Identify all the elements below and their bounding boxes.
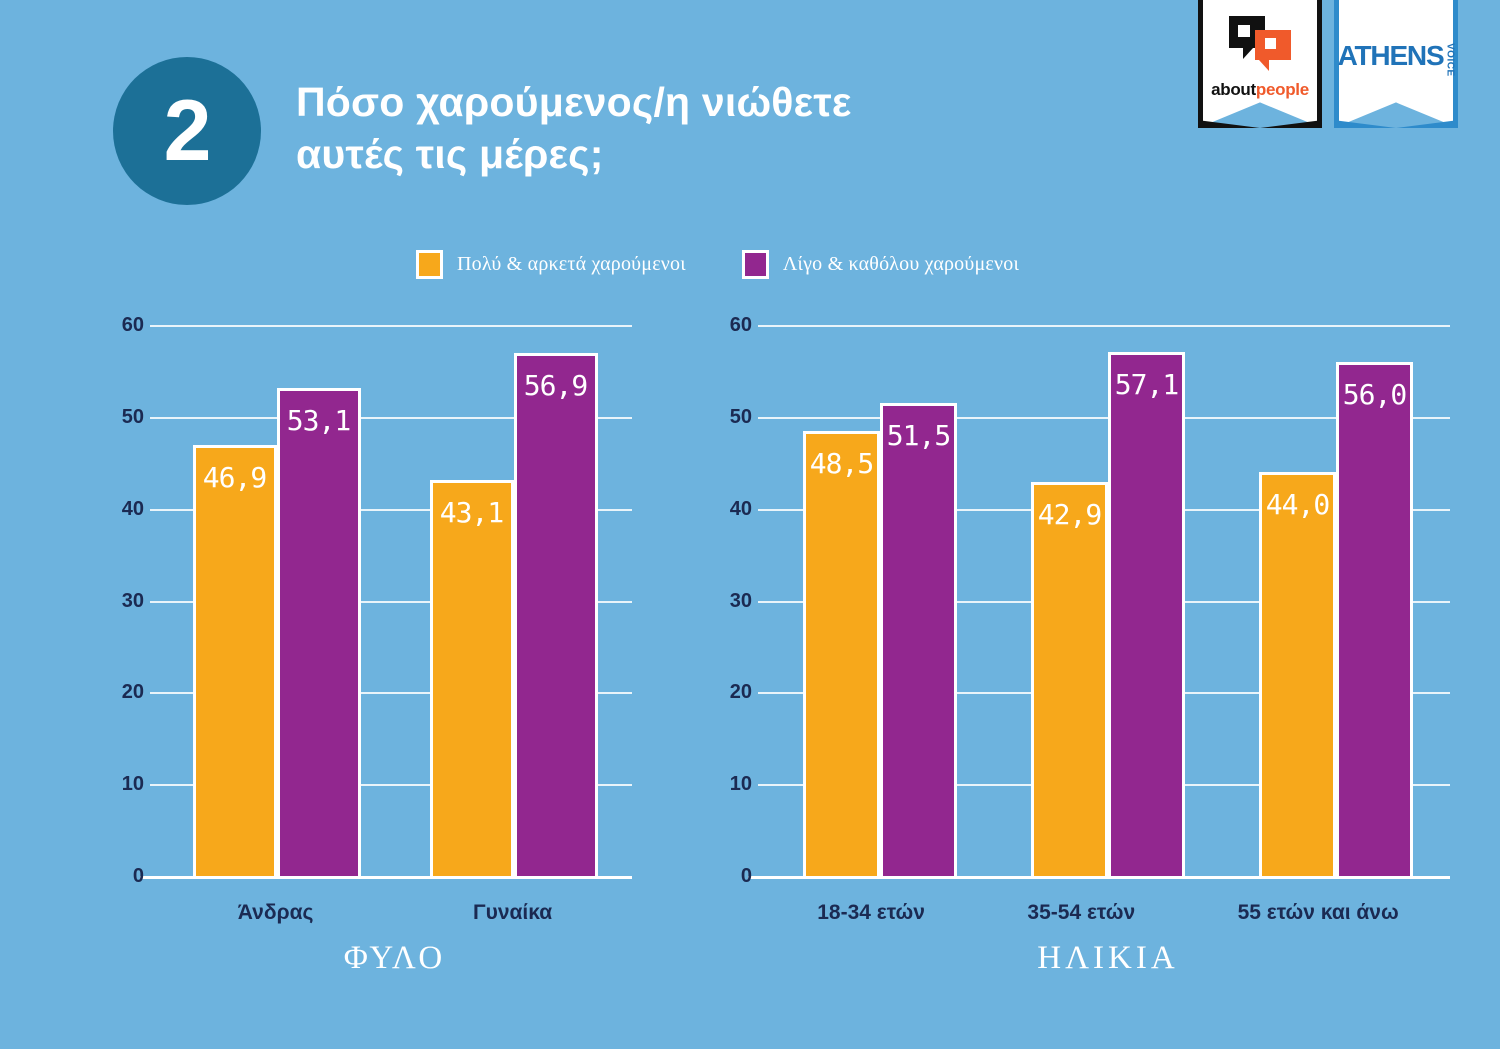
aboutpeople-wordmark: aboutpeople (1198, 80, 1322, 100)
question-number: 2 (163, 83, 212, 179)
bar: 56,0 (1336, 361, 1413, 876)
title-line-1: Πόσο χαρούμενος/η νιώθετε (296, 79, 852, 125)
bar: 56,9 (513, 353, 598, 876)
chart-caption-gender: ΦΥΛΟ (343, 940, 447, 976)
bar: 48,5 (803, 430, 880, 876)
bar-value-label: 44,0 (1265, 487, 1330, 521)
bar-group: 43,1 56,9 (429, 325, 598, 876)
speech-bubble-orange-tail (1259, 60, 1269, 71)
plot-area-age: 0 10 20 30 40 50 60 48,5 51,5 42,9 57,1 44,0 56,0 (720, 315, 1450, 886)
axis-baseline (748, 876, 1450, 879)
bar: 53,1 (276, 388, 361, 876)
y-axis-tick-label: 0 (132, 865, 144, 887)
legend-item-unhappy: Λίγο & καθόλου χαρούμενοι (741, 250, 1020, 279)
y-axis-tick-label: 10 (121, 773, 144, 796)
speech-bubble-black-hole (1238, 25, 1250, 37)
axis-baseline (140, 876, 632, 879)
gridline (150, 784, 632, 787)
chart-legend: Πολύ & αρκετά χαρούμενοι Λίγο & καθόλου … (416, 250, 1019, 279)
x-axis-label: 18-34 ετών (817, 901, 925, 924)
bar-value-label: 57,1 (1114, 367, 1179, 401)
logo-group: aboutpeople ATHENS VOICE (1198, 0, 1458, 128)
y-axis-tick-label: 20 (729, 681, 752, 704)
athensvoice-logo: ATHENS VOICE (1334, 0, 1458, 128)
gridline (150, 600, 632, 603)
ribbon-outline-left (1198, 0, 1203, 128)
y-axis-tick-label: 50 (121, 405, 144, 428)
bar-group: 46,9 53,1 (192, 325, 361, 876)
y-axis-tick-label: 60 (729, 314, 752, 336)
bar-group: 48,5 51,5 (803, 325, 957, 876)
question-number-badge: 2 (113, 57, 261, 205)
y-axis-tick-label: 40 (121, 497, 144, 520)
gridline (150, 692, 632, 695)
legend-label-unhappy: Λίγο & καθόλου χαρούμενοι (782, 253, 1020, 275)
bar-value-label: 46,9 (202, 461, 267, 495)
bar-value-label: 42,9 (1037, 498, 1102, 532)
speech-bubbles-icon (1229, 16, 1291, 71)
bar-value-label: 43,1 (439, 496, 504, 530)
plot-area-gender: 0 10 20 30 40 50 60 46,9 53,1 43,1 56,9 (112, 315, 632, 886)
gridline (150, 416, 632, 419)
bar-group: 44,0 56,0 (1259, 325, 1413, 876)
gridline (758, 325, 1450, 327)
athensvoice-word-athens: ATHENS (1337, 40, 1445, 71)
gridline (150, 508, 632, 511)
bar-group: 42,9 57,1 (1031, 325, 1185, 876)
bar-value-label: 53,1 (286, 404, 351, 438)
gridline (150, 325, 632, 327)
aboutpeople-word-about: about (1211, 80, 1256, 99)
x-axis-labels-gender: Άνδρας Γυναίκα (158, 876, 632, 925)
bar: 42,9 (1031, 482, 1108, 876)
title-line-2: αυτές τις μέρες; (296, 131, 604, 178)
legend-item-happy: Πολύ & αρκετά χαρούμενοι (416, 250, 686, 279)
aboutpeople-word-people: people (1255, 80, 1309, 99)
bar-value-label: 48,5 (809, 446, 874, 480)
ribbon-outline-right (1453, 0, 1458, 128)
athensvoice-word-voice: VOICE (1444, 43, 1456, 77)
y-axis-tick-label: 10 (729, 773, 752, 796)
speech-bubble-orange-hole (1265, 38, 1276, 49)
gridline (758, 416, 1450, 419)
bar: 46,9 (192, 445, 277, 876)
bar: 51,5 (880, 403, 957, 876)
athensvoice-wordmark: ATHENS VOICE (1334, 42, 1458, 77)
legend-swatch-happy (416, 250, 443, 279)
y-axis-tick-label: 20 (121, 681, 144, 704)
y-axis-tick-label: 50 (729, 405, 752, 428)
bars-gender: 46,9 53,1 43,1 56,9 (158, 325, 632, 876)
legend-swatch-unhappy (741, 250, 769, 279)
x-axis-label: 35-54 ετών (1027, 901, 1136, 924)
x-axis-label: Άνδρας (237, 901, 314, 924)
bar-value-label: 51,5 (886, 419, 951, 453)
x-axis-label: 55 ετών και άνω (1237, 901, 1399, 924)
bar: 44,0 (1259, 471, 1336, 876)
chart-gender: 0 10 20 30 40 50 60 46,9 53,1 43,1 56,9 Άνδρας Γυν… (112, 315, 632, 976)
ribbon-outline-right (1317, 0, 1322, 128)
bar: 43,1 (429, 480, 514, 876)
speech-bubble-black-tail (1243, 48, 1253, 59)
chart-caption-age: ΗΛΙΚΙΑ (1037, 940, 1179, 976)
y-axis-tick-label: 30 (121, 589, 144, 612)
aboutpeople-logo: aboutpeople (1198, 0, 1322, 128)
bars-age: 48,5 51,5 42,9 57,1 44,0 56,0 (766, 325, 1450, 876)
y-axis-tick-label: 30 (729, 589, 752, 612)
header: 2 Πόσο χαρούμενος/η νιώθετε αυτές τις μέ… (0, 0, 1500, 230)
y-axis-tick-label: 0 (740, 865, 752, 887)
chart-age: 0 10 20 30 40 50 60 48,5 51,5 42,9 57,1 44,0 56,0 1… (720, 315, 1450, 976)
page-title: Πόσο χαρούμενος/η νιώθετε αυτές τις μέρε… (296, 76, 1096, 181)
x-axis-labels-age: 18-34 ετών 35-54 ετών 55 ετών και άνω (766, 876, 1450, 925)
y-axis-tick-label: 60 (121, 314, 144, 336)
bar-value-label: 56,9 (523, 369, 588, 403)
ribbon-outline-left (1334, 0, 1339, 128)
y-axis-gender: 0 10 20 30 40 50 60 (112, 315, 632, 886)
y-axis-tick-label: 40 (729, 497, 752, 520)
bar: 57,1 (1108, 351, 1185, 876)
legend-label-happy: Πολύ & αρκετά χαρούμενοι (457, 253, 686, 275)
bar-value-label: 56,0 (1342, 377, 1407, 411)
x-axis-label: Γυναίκα (472, 901, 553, 924)
